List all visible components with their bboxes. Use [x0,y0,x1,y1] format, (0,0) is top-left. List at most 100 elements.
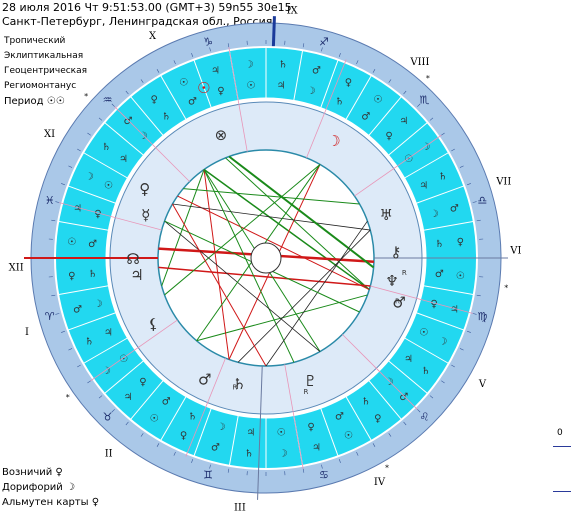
degree-tick [302,468,305,473]
ring-glyph-outer: ♀ [345,77,352,88]
degree-tick [338,458,341,463]
degree-tick [209,47,211,52]
cell-divider [58,220,109,231]
cell-divider [58,285,109,296]
degree-tick [356,451,359,456]
star-marker: * [504,283,508,292]
degree-tick [98,395,103,399]
ring-glyph-outer: ♃ [450,304,459,315]
ring-glyph-inner: ☽ [385,377,394,388]
planet-glyph[interactable]: ♅ [380,206,393,224]
sign-glyph-2: ♊ [203,468,213,481]
ring-glyph-outer: ♄ [245,448,254,459]
planet-glyph[interactable]: ☊ [126,250,139,268]
cell-divider [83,337,128,364]
house-cusp-2 [90,319,178,382]
ring-glyph-outer: ♂ [73,304,82,315]
ring-glyph-inner: ☽ [430,209,439,220]
ring-glyph-outer: ♂ [399,392,408,403]
option-house-system: Региомонтанус [4,81,77,91]
midheaven-axis [271,16,276,47]
ring-glyph-outer: ♀ [374,414,381,425]
planet-glyph[interactable]: ⊗ [215,126,228,144]
planet-glyph[interactable]: ♂ [392,293,405,311]
planet-glyph[interactable]: ♇ [304,372,317,390]
planet-glyph[interactable]: ☿ [141,206,150,224]
degree-tick [472,313,477,315]
planet-glyph[interactable]: ♆ [385,272,398,290]
imum-coeli-axis [257,365,263,500]
cell-divider [416,312,465,331]
ring-glyph-inner: ♃ [419,180,428,191]
planet-glyph[interactable]: ☽ [327,132,340,150]
degree-tick [125,421,129,426]
degree-tick [403,90,407,95]
cell-divider [160,396,187,441]
ring-glyph-outer: ♂ [450,204,459,215]
house-number-12: XII [9,263,24,274]
ring-glyph-outer: ♄ [421,366,430,377]
degree-tick [451,148,455,152]
option-center: Геоцентрическая [4,66,88,76]
ring-glyph-outer: ♃ [399,116,408,127]
degree-tick [417,103,421,107]
cell-divider [345,396,372,441]
ring-glyph-inner: ♄ [361,397,370,408]
degree-tick [466,183,471,186]
ring-glyph-inner: ☉ [246,81,255,92]
scale-value: 0 [557,428,563,438]
sign-ring-glyphs: ♀♄♂☽♄♃☽☉♃♀☉♂♀♄♂☽♄♃☽☉♃♀☉♂♀♄♂☽♄♃☽☉♃ ♀☉ ♂♀ ♄♂ ☽… [45,36,488,482]
degree-tick [372,443,376,447]
cell-divider [160,75,187,120]
planet-glyph[interactable]: ⚸ [148,315,159,333]
planet-glyph[interactable]: ☉ [197,79,210,97]
cell-divider [228,415,239,466]
cell-divider [388,121,428,156]
ring-glyph-inner: ♂ [188,96,197,107]
planet-glyph[interactable]: ♃ [130,266,143,284]
sign-glyph-10: ♒ [103,94,113,107]
ring-glyph-inner: ♀ [94,209,101,220]
ring-glyph-outer: ☽ [421,142,430,153]
cell-divider [67,312,116,331]
sign-glyph-6: ♎ [477,194,487,207]
ring-glyph-inner: ♀ [430,299,437,310]
degree-tick [388,79,392,83]
ring-glyph-inner: ♄ [188,412,197,423]
degree-tick [68,165,73,168]
degree-tick [321,464,323,469]
aspect-line [225,157,370,290]
option-zodiac: Тропический [4,36,66,46]
ring-glyph-inner: ♄ [162,111,171,122]
star-marker: * [426,74,430,83]
planet-glyph[interactable]: ♀ [139,180,150,198]
planet-glyph[interactable]: ♄ [233,375,246,393]
degree-tick [451,364,455,368]
ring-glyph-inner: ☽ [307,86,316,97]
degree-tick [68,348,73,351]
sign-glyph-5: ♍ [477,310,487,323]
cell-divider [368,380,403,420]
degree-tick [173,451,176,456]
degree-tick [476,294,481,297]
house-cusp-10 [228,47,248,152]
ring-glyph-inner: ♀ [217,86,224,97]
degree-tick [111,409,115,413]
ring-glyph-inner: ☉ [277,427,286,438]
ring-glyph-inner: ☉ [104,180,113,191]
planet-glyph[interactable]: ♂ [198,370,211,388]
ring-glyph-outer: ♃ [211,66,220,77]
house-number-9: IX [287,5,299,16]
sign-glyph-0: ♈ [45,310,55,323]
degree-tick [61,330,66,333]
degree-tick [156,69,160,73]
ring-glyph-outer: ♀ [180,431,187,442]
degree-tick [338,53,341,58]
degree-tick [476,219,481,222]
ring-glyph-outer: ☽ [85,172,94,183]
planet-glyph[interactable]: ⚷ [390,243,401,261]
degree-tick [55,313,60,315]
cell-divider [404,337,449,364]
house-cusp-3 [185,357,226,457]
